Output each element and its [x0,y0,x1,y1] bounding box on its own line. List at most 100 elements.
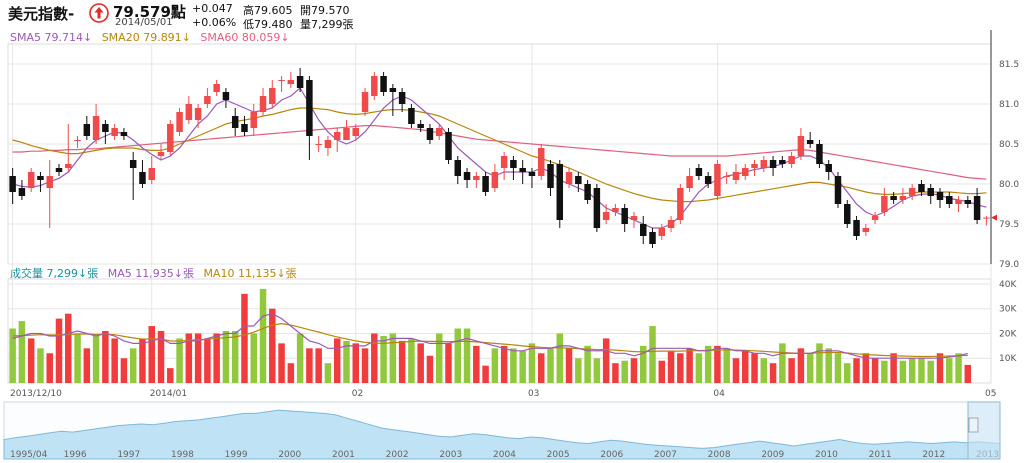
candle [881,196,888,212]
x-axis-label: 2013/12/10 [10,389,62,399]
overview-year-label: 2004 [493,450,516,460]
sma5-line [12,87,987,229]
candle [964,200,972,204]
candle [204,96,211,104]
overview-year-label: 2007 [654,450,677,460]
candle [55,168,63,172]
candle [380,76,387,92]
volume-bar [463,328,471,383]
overview-year-label: 2012 [922,450,945,460]
candle [287,80,295,84]
overview-year-label: 1997 [117,450,140,460]
volume-bar [908,358,916,383]
quote-date: 2014/05/01 [115,17,173,28]
candle [816,144,823,164]
volume-bar [213,333,220,383]
volume-bar [102,331,109,383]
candle [593,188,601,228]
overview-handle[interactable] [968,417,979,433]
candle [500,156,508,168]
candle [834,176,842,204]
volume-bar [547,348,554,383]
candle [352,128,360,136]
candle [435,128,443,136]
candle [37,176,44,180]
candle [630,216,638,220]
volume-bar [167,368,174,383]
volume-bar [834,353,842,383]
volume-bar [491,348,499,383]
candle [389,88,397,92]
volume-bar [556,333,564,383]
candle [491,172,499,188]
price-axis-tick: 79.0 [999,260,1019,270]
volume-bar [769,363,777,383]
candle [936,192,944,200]
volume-bar [816,343,823,383]
ma10-volume-legend: MA10 11,135↓張 [203,267,297,280]
candle [18,188,26,196]
volume-bar [371,333,378,383]
volume-bar [426,355,434,383]
overview-year-label: 2011 [869,450,892,460]
volume-bar [408,338,415,383]
open-price: 開79.570 [300,4,350,17]
volume-bar [723,348,730,383]
candle [27,172,35,188]
overview-year-label: 2008 [708,450,731,460]
candle [46,176,53,188]
price-axis-tick: 81.5 [999,60,1019,70]
volume-bar [918,358,925,383]
quote-header: 美元指數- 79.579點 2014/05/01 +0.047 +0.06% 高… [0,0,1024,31]
volume-bar [65,313,72,383]
candle [612,208,619,212]
volume-bar [565,348,573,383]
volume-bar [537,353,545,383]
volume-bar [788,358,795,383]
candle [194,108,202,120]
volume-bar [714,345,721,383]
volume-bar [677,353,684,383]
candle [278,80,285,81]
sma60-legend: SMA60 80.059↓ [200,31,290,44]
volume-bar [853,358,860,383]
overview-year-label: 2005 [547,450,570,460]
price-axis-tick: 80.5 [999,140,1019,150]
volume-bar [575,358,582,383]
volume-legend: 成交量 7,299↓張 MA5 11,935↓張 MA10 11,135↓張 [10,265,297,281]
volume-bar [417,343,424,383]
volume-bar [612,363,619,383]
candle [779,160,786,164]
volume-bar [686,348,693,383]
volume-bar [259,288,267,383]
volume-bar [204,338,211,383]
candle [946,196,953,204]
volume-bar [844,363,851,383]
volume-axis-tick: 20K [999,329,1017,339]
x-axis-label: 02 [352,389,363,399]
x-axis-label: 05 [985,389,996,399]
candle [92,116,100,140]
candle [463,172,471,180]
overview-year-label: 2009 [761,450,784,460]
volume-value: 量7,299張 [300,18,354,31]
candle [686,176,693,188]
candle [927,188,934,196]
candle [788,156,795,164]
volume-bar [658,360,666,383]
price-axis-tick: 80.0 [999,180,1019,190]
volume-bar [324,363,332,383]
volume-bar [454,328,462,383]
candle [575,176,582,184]
volume-bar [667,350,675,383]
volume-bar [862,353,870,383]
volume-bar [296,333,304,383]
candle [445,132,452,160]
volume-bar [881,360,888,383]
volume-bar [194,333,202,383]
candle [9,176,16,192]
candle [361,92,369,112]
overview-year-label: 1999 [225,450,248,460]
